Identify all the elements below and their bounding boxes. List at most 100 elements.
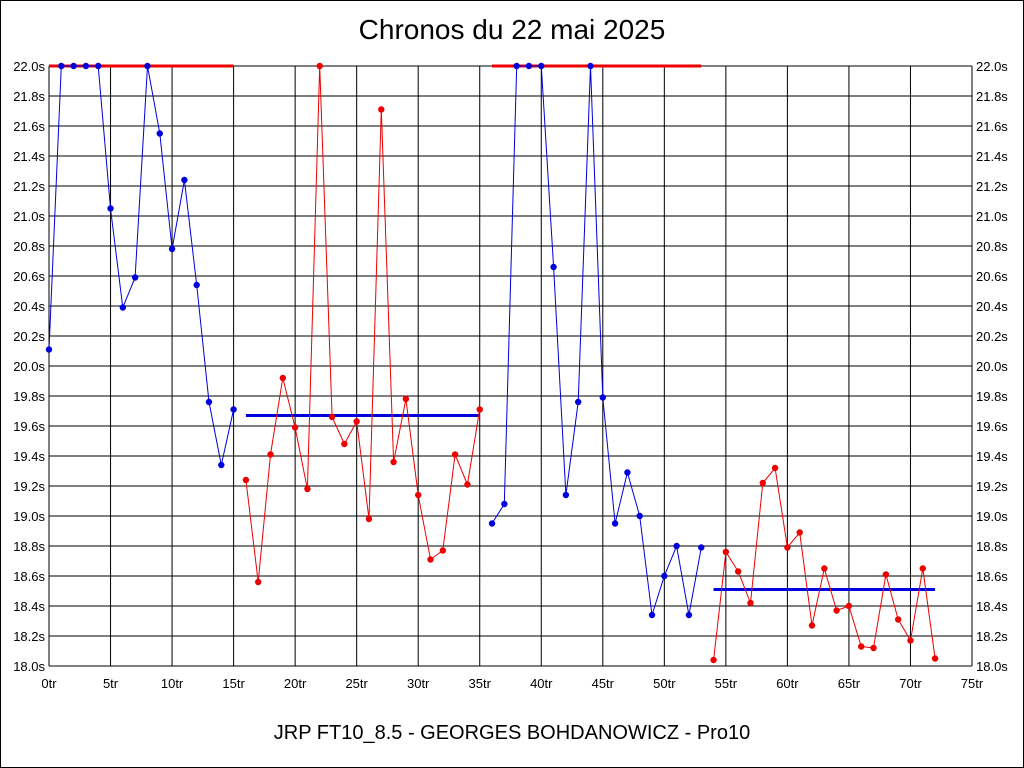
series-layer xyxy=(45,62,939,664)
y-tick-label-right: 20.8s xyxy=(976,239,1008,254)
data-point xyxy=(784,544,791,551)
data-point xyxy=(759,479,766,487)
data-point xyxy=(636,512,643,520)
data-point xyxy=(845,602,853,610)
data-point xyxy=(230,406,237,413)
data-point xyxy=(267,451,274,458)
data-point xyxy=(70,62,77,70)
y-tick-label-right: 18.8s xyxy=(976,539,1008,554)
average-lines xyxy=(49,64,936,591)
data-point xyxy=(513,62,520,70)
data-point xyxy=(58,62,65,70)
data-point xyxy=(821,565,828,572)
y-tick-label-left: 21.8s xyxy=(13,89,45,104)
data-point xyxy=(255,578,262,586)
data-point xyxy=(488,520,496,527)
data-point xyxy=(328,413,336,421)
y-tick-label-right: 21.2s xyxy=(976,179,1008,194)
data-point xyxy=(427,556,434,563)
y-tick-label-left: 19.2s xyxy=(13,479,45,494)
data-point xyxy=(378,106,385,113)
data-point xyxy=(734,568,742,575)
y-tick-label-right: 18.6s xyxy=(976,569,1008,584)
data-point xyxy=(341,440,348,448)
data-point xyxy=(673,542,680,550)
data-point xyxy=(858,643,865,650)
data-point xyxy=(95,62,102,70)
y-tick-label-left: 21.4s xyxy=(13,149,45,164)
data-point xyxy=(131,274,139,281)
y-tick-label-left: 18.4s xyxy=(13,599,45,614)
data-point xyxy=(698,544,705,551)
y-tick-label-left: 19.0s xyxy=(13,509,45,524)
data-point xyxy=(611,520,619,527)
y-tick-label-left: 19.8s xyxy=(13,389,45,404)
data-point xyxy=(833,607,840,614)
y-tick-label-left: 20.2s xyxy=(13,329,45,344)
y-tick-label-right: 21.4s xyxy=(976,149,1008,164)
y-tick-label-right: 19.6s xyxy=(976,419,1008,434)
data-point xyxy=(919,565,926,572)
y-tick-label-left: 20.8s xyxy=(13,239,45,254)
x-tick-label: 25tr xyxy=(345,676,368,691)
data-point xyxy=(538,62,545,70)
grid-layer xyxy=(48,65,973,667)
data-point xyxy=(304,485,311,493)
data-point xyxy=(353,418,360,425)
y-tick-label-right: 18.4s xyxy=(976,599,1008,614)
y-tick-label-left: 19.4s xyxy=(13,449,45,464)
y-tick-label-right: 22.0s xyxy=(976,59,1008,74)
y-tick-label-left: 18.0s xyxy=(13,659,45,674)
data-point xyxy=(771,464,779,472)
series-line-1 xyxy=(245,65,481,583)
x-tick-label: 60tr xyxy=(776,676,799,691)
data-point xyxy=(907,637,914,644)
y-tick-label-left: 18.6s xyxy=(13,569,45,584)
y-tick-label-left: 19.6s xyxy=(13,419,45,434)
data-point xyxy=(316,62,323,70)
data-point xyxy=(661,572,668,580)
y-tick-label-left: 22.0s xyxy=(13,59,45,74)
x-tick-label: 40tr xyxy=(530,676,553,691)
data-point xyxy=(168,245,176,253)
y-tick-label-right: 20.4s xyxy=(976,299,1008,314)
series-line-0 xyxy=(48,65,235,466)
y-tick-label-right: 19.8s xyxy=(976,389,1008,404)
data-point xyxy=(156,130,163,137)
data-point xyxy=(808,622,816,629)
data-point xyxy=(501,500,508,508)
chart-title: Chronos du 22 mai 2025 xyxy=(358,14,666,45)
y-tick-label-right: 21.6s xyxy=(976,119,1008,134)
data-point xyxy=(365,515,373,523)
data-point xyxy=(144,62,151,70)
data-point xyxy=(218,461,225,469)
data-point xyxy=(882,571,890,578)
data-point xyxy=(119,304,127,311)
y-tick-label-left: 21.0s xyxy=(13,209,45,224)
data-point xyxy=(587,62,594,70)
data-point xyxy=(390,458,397,466)
x-tick-label: 15tr xyxy=(222,676,245,691)
data-point xyxy=(685,611,693,619)
data-point xyxy=(931,655,939,662)
data-point xyxy=(710,656,717,664)
chart-subtitle: JRP FT10_8.5 - GEORGES BOHDANOWICZ - Pro… xyxy=(273,722,751,744)
y-tick-label-right: 21.0s xyxy=(976,209,1008,224)
tick-labels: 18.0s 18.0s 18.2s 18.2s 18.4s 18.4s 18.6s 18.6s… xyxy=(13,59,1008,691)
data-point xyxy=(525,62,533,70)
data-point xyxy=(796,529,803,536)
x-tick-label: 70tr xyxy=(899,676,922,691)
y-tick-label-left: 21.2s xyxy=(13,179,45,194)
x-tick-label: 50tr xyxy=(653,676,676,691)
data-point xyxy=(193,281,200,289)
data-point xyxy=(476,406,483,413)
y-tick-label-left: 20.4s xyxy=(13,299,45,314)
x-tick-label: 20tr xyxy=(284,676,307,691)
y-tick-label-right: 20.6s xyxy=(976,269,1008,284)
y-tick-label-right: 19.2s xyxy=(976,479,1008,494)
data-point xyxy=(181,176,188,184)
y-tick-label-right: 18.2s xyxy=(976,629,1008,644)
y-tick-label-left: 18.2s xyxy=(13,629,45,644)
y-tick-label-right: 20.0s xyxy=(976,359,1008,374)
y-tick-label-right: 19.4s xyxy=(976,449,1008,464)
